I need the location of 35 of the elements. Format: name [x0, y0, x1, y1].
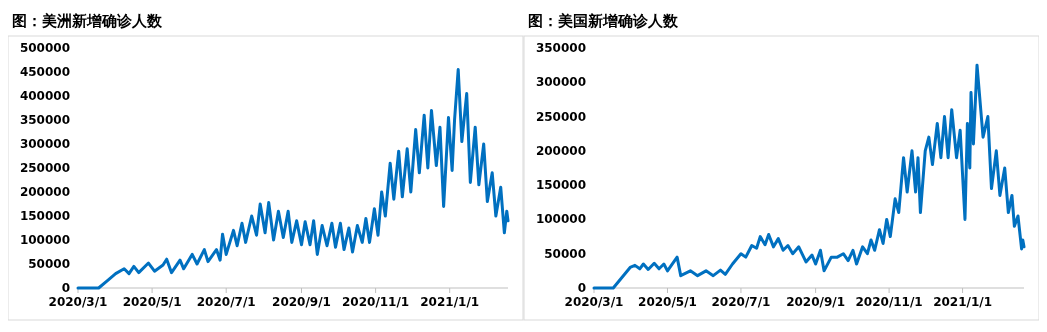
- y-tick-label: 350000: [535, 41, 586, 55]
- y-tick-label: 200000: [535, 143, 586, 158]
- x-tick-label: 2020/5/1: [638, 295, 697, 309]
- x-tick-label: 2020/11/1: [855, 295, 923, 309]
- x-tick-label: 2020/7/1: [196, 295, 256, 309]
- chart-title: 图：美国新增确诊人数: [528, 12, 679, 30]
- y-tick-label: 200000: [19, 185, 70, 199]
- y-tick-label: 100000: [535, 212, 586, 227]
- y-tick-label: 300000: [19, 137, 70, 151]
- y-tick-label: 450000: [19, 65, 70, 79]
- x-tick-label: 2020/7/1: [711, 295, 771, 309]
- y-tick-label: 250000: [535, 109, 586, 124]
- x-tick-label: 2020/11/1: [341, 295, 410, 309]
- y-tick-label: 0: [61, 281, 70, 295]
- chart-title: 图：美洲新增确诊人数: [12, 12, 163, 30]
- y-tick-label: 100000: [19, 233, 70, 247]
- y-tick-label: 50000: [28, 257, 70, 271]
- y-tick-label: 500000: [19, 41, 70, 55]
- x-tick-label: 2020/9/1: [786, 295, 846, 309]
- y-tick-label: 350000: [19, 113, 70, 127]
- x-tick-label: 2020/3/1: [564, 295, 624, 309]
- x-tick-label: 2020/9/1: [272, 295, 331, 309]
- line-series: [592, 63, 1026, 290]
- y-tick-label: 300000: [535, 75, 586, 90]
- x-tick-label: 2021/1/1: [420, 295, 480, 309]
- y-tick-label: 150000: [19, 209, 70, 223]
- y-tick-label: 50000: [544, 246, 586, 261]
- x-tick-label: 2020/3/1: [48, 295, 108, 309]
- y-tick-label: 250000: [19, 161, 70, 175]
- y-tick-label: 150000: [535, 178, 586, 193]
- x-tick-label: 2020/5/1: [122, 295, 182, 309]
- y-tick-label: 400000: [19, 89, 70, 103]
- line-series: [76, 68, 510, 290]
- y-tick-label: 0: [577, 281, 586, 295]
- x-tick-label: 2021/1/1: [933, 295, 993, 309]
